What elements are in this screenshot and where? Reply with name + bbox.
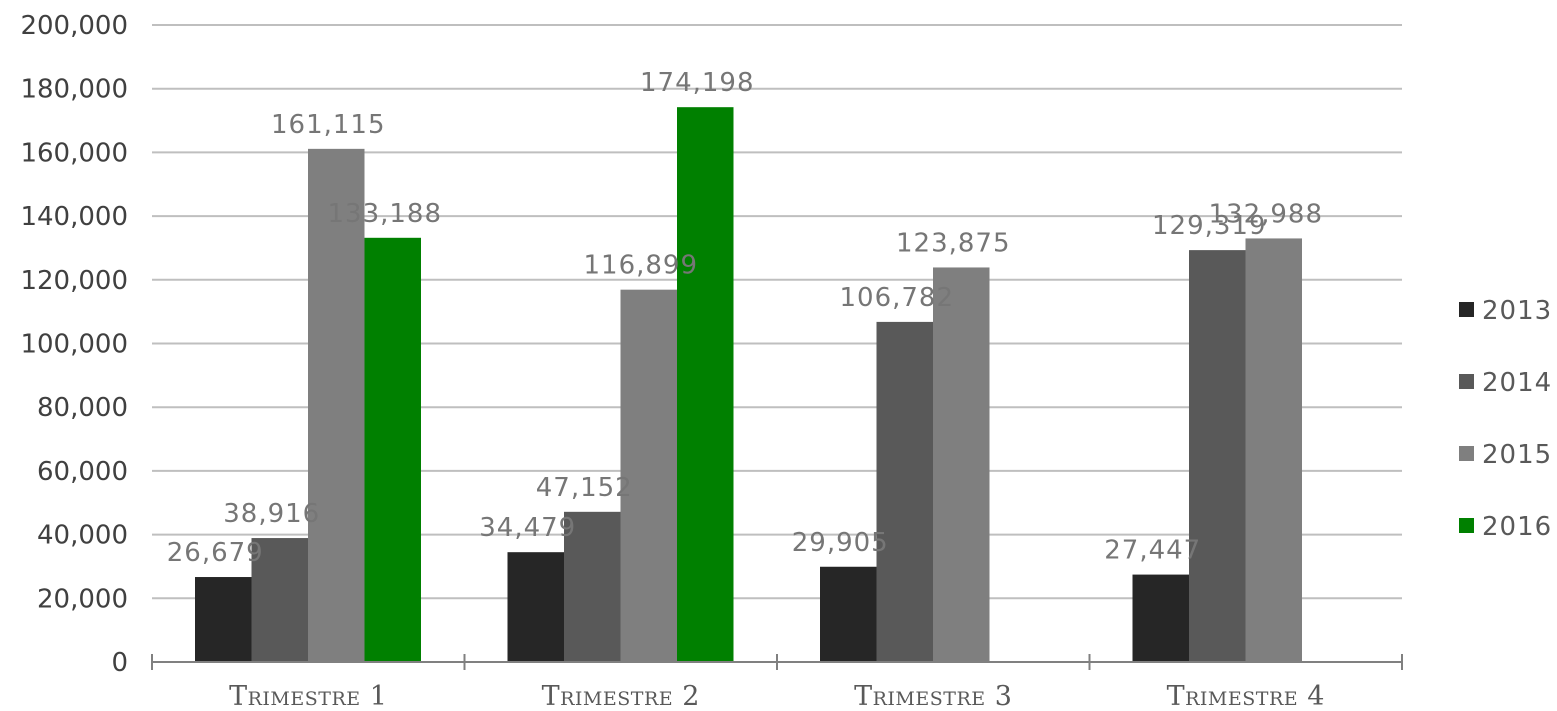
x-tick-label: Trimestre 4 bbox=[1167, 681, 1325, 711]
y-tick-label: 100,000 bbox=[20, 330, 128, 360]
y-tick-label: 200,000 bbox=[20, 11, 128, 41]
legend-swatch-2015 bbox=[1459, 446, 1474, 461]
bar-2014-2 bbox=[564, 511, 621, 662]
data-label: 106,782 bbox=[839, 283, 954, 313]
legend-swatch-2016 bbox=[1459, 518, 1474, 533]
y-tick-label: 20,000 bbox=[37, 584, 128, 614]
bar-2016-1 bbox=[364, 237, 421, 663]
bar-2015-2 bbox=[620, 289, 677, 662]
x-tick-label: Trimestre 3 bbox=[854, 681, 1012, 711]
y-tick-label: 120,000 bbox=[20, 266, 128, 296]
data-label: 34,479 bbox=[479, 513, 576, 543]
bars bbox=[195, 107, 1302, 663]
bar-2013-1 bbox=[195, 577, 252, 662]
bar-2015-1 bbox=[308, 148, 365, 662]
data-label: 27,447 bbox=[1104, 536, 1201, 566]
data-label: 47,152 bbox=[536, 473, 633, 503]
y-tick-label: 0 bbox=[111, 648, 128, 678]
x-tick-label: Trimestre 1 bbox=[229, 681, 387, 711]
y-tick-label: 180,000 bbox=[20, 75, 128, 105]
bar-2016-2 bbox=[677, 107, 734, 662]
bar-2013-4 bbox=[1132, 574, 1189, 662]
legend-label-2013: 2013 bbox=[1482, 296, 1552, 326]
x-tick-label: Trimestre 2 bbox=[542, 681, 700, 711]
x-axis: Trimestre 1 Trimestre 2 Trimestre 3 Trimest… bbox=[151, 654, 1403, 711]
data-label: 129,319 bbox=[1152, 211, 1267, 241]
legend-swatch-2014 bbox=[1459, 374, 1474, 389]
legend-label-2014: 2014 bbox=[1482, 368, 1552, 398]
data-label: 29,905 bbox=[792, 528, 889, 558]
y-tick-label: 80,000 bbox=[37, 393, 128, 423]
y-tick-label: 40,000 bbox=[37, 521, 128, 551]
y-tick-label: 60,000 bbox=[37, 457, 128, 487]
data-label: 123,875 bbox=[896, 228, 1011, 258]
legend-swatch-2013 bbox=[1459, 302, 1474, 317]
bar-2014-1 bbox=[251, 538, 308, 662]
data-label: 161,115 bbox=[271, 110, 386, 140]
data-labels: 26,679 38,916 161,115 133,188 34,479 47,152 11… bbox=[167, 68, 1323, 568]
bar-2013-3 bbox=[820, 566, 877, 662]
y-axis-tick-labels: 0 20,000 40,000 60,000 80,000 100,000 120,000 1… bbox=[20, 11, 128, 678]
data-label: 133,188 bbox=[327, 199, 442, 229]
data-label: 26,679 bbox=[167, 538, 264, 568]
bar-2015-3 bbox=[933, 267, 990, 662]
legend-label-2016: 2016 bbox=[1482, 512, 1552, 542]
data-label: 38,916 bbox=[223, 499, 320, 529]
data-label: 174,198 bbox=[640, 68, 755, 98]
bar-2015-4 bbox=[1245, 238, 1302, 662]
y-tick-label: 160,000 bbox=[20, 138, 128, 168]
y-tick-label: 140,000 bbox=[20, 202, 128, 232]
data-label: 116,899 bbox=[583, 251, 698, 281]
legend-label-2015: 2015 bbox=[1482, 440, 1552, 470]
bar-2013-2 bbox=[507, 552, 564, 662]
bar-2014-4 bbox=[1189, 250, 1246, 662]
legend: 2013 2014 2015 2016 bbox=[1459, 296, 1552, 542]
bar-2014-3 bbox=[876, 321, 933, 662]
data-label: 132,988 bbox=[1208, 199, 1323, 229]
